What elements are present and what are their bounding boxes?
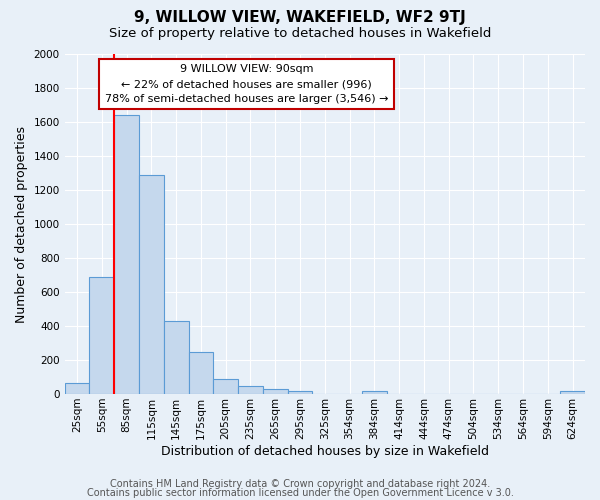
Bar xyxy=(287,390,313,394)
Bar xyxy=(164,321,188,394)
Text: Contains public sector information licensed under the Open Government Licence v : Contains public sector information licen… xyxy=(86,488,514,498)
Bar xyxy=(263,389,287,394)
Text: 9, WILLOW VIEW, WAKEFIELD, WF2 9TJ: 9, WILLOW VIEW, WAKEFIELD, WF2 9TJ xyxy=(134,10,466,25)
Bar xyxy=(139,174,164,394)
Bar xyxy=(214,378,238,394)
Bar xyxy=(65,383,89,394)
Text: Contains HM Land Registry data © Crown copyright and database right 2024.: Contains HM Land Registry data © Crown c… xyxy=(110,479,490,489)
X-axis label: Distribution of detached houses by size in Wakefield: Distribution of detached houses by size … xyxy=(161,444,489,458)
Y-axis label: Number of detached properties: Number of detached properties xyxy=(15,126,28,322)
Bar xyxy=(560,392,585,394)
Bar xyxy=(238,386,263,394)
Text: Size of property relative to detached houses in Wakefield: Size of property relative to detached ho… xyxy=(109,28,491,40)
Bar xyxy=(89,276,114,394)
Text: 9 WILLOW VIEW: 90sqm
← 22% of detached houses are smaller (996)
78% of semi-deta: 9 WILLOW VIEW: 90sqm ← 22% of detached h… xyxy=(105,64,389,104)
Bar xyxy=(114,115,139,394)
Bar xyxy=(362,392,387,394)
Bar xyxy=(188,352,214,394)
